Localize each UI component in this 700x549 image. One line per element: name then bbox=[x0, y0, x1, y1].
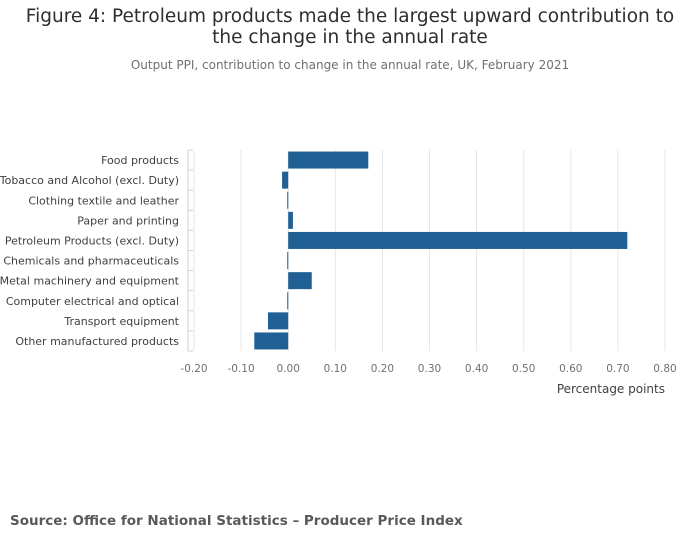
x-tick-label: -0.20 bbox=[180, 363, 207, 375]
chart-title: Figure 4: Petroleum products made the la… bbox=[25, 6, 675, 48]
tick-labels: -0.20 -0.10 0.00 0.10 0.20 0.30 0.40 0.50 0.60 0.… bbox=[180, 363, 676, 375]
x-tick-label: 0.60 bbox=[559, 363, 582, 375]
bar-other-manufactured-products[interactable] bbox=[254, 332, 289, 350]
source-note: Source: Office for National Statistics –… bbox=[10, 513, 463, 529]
x-tick-label: 0.40 bbox=[465, 363, 488, 375]
category-label: Paper and printing bbox=[77, 214, 179, 227]
x-tick-label: 0.80 bbox=[653, 363, 676, 375]
bar-computer-electrical-and-optical[interactable] bbox=[287, 292, 289, 310]
bar-transport-equipment[interactable] bbox=[267, 312, 289, 330]
bar-clothing-textile-and-leather[interactable] bbox=[287, 191, 289, 209]
axes bbox=[187, 149, 193, 352]
bar-paper-and-printing[interactable] bbox=[288, 211, 293, 229]
category-label: Chemicals and pharmaceuticals bbox=[3, 255, 179, 268]
bar-food-products[interactable] bbox=[288, 151, 369, 169]
category-label: Metal machinery and equipment bbox=[0, 275, 180, 288]
x-axis-title: Percentage points bbox=[557, 382, 665, 396]
x-tick-label: 0.20 bbox=[371, 363, 394, 375]
x-tick-label: 0.10 bbox=[324, 363, 347, 375]
x-tick-label: 0.00 bbox=[277, 363, 300, 375]
x-tick-label: 0.50 bbox=[512, 363, 535, 375]
bars bbox=[254, 151, 628, 350]
category-label: Petroleum Products (excl. Duty) bbox=[5, 234, 179, 247]
bar-chemicals-and-pharmaceuticals[interactable] bbox=[287, 252, 289, 270]
bar-tobacco-and-alcohol-excl-duty[interactable] bbox=[282, 171, 289, 189]
bar-petroleum-products-excl-duty[interactable] bbox=[288, 231, 628, 249]
x-tick-label: 0.30 bbox=[418, 363, 441, 375]
bar-chart: Food products Tobacco and Alcohol (excl. … bbox=[0, 149, 677, 396]
bar-metal-machinery-and-equipment[interactable] bbox=[288, 272, 312, 290]
chart-subtitle: Output PPI, contribution to change in th… bbox=[130, 58, 570, 72]
category-labels: Food products Tobacco and Alcohol (excl. … bbox=[0, 154, 180, 348]
category-label: Food products bbox=[101, 154, 179, 167]
category-label: Clothing textile and leather bbox=[28, 194, 179, 207]
category-label: Other manufactured products bbox=[15, 335, 179, 348]
category-label: Transport equipment bbox=[63, 315, 179, 328]
gridlines bbox=[193, 150, 666, 351]
x-tick-label: 0.70 bbox=[606, 363, 629, 375]
category-label: Tobacco and Alcohol (excl. Duty) bbox=[0, 174, 179, 187]
x-tick-label: -0.10 bbox=[228, 363, 255, 375]
category-label: Computer electrical and optical bbox=[6, 295, 179, 308]
